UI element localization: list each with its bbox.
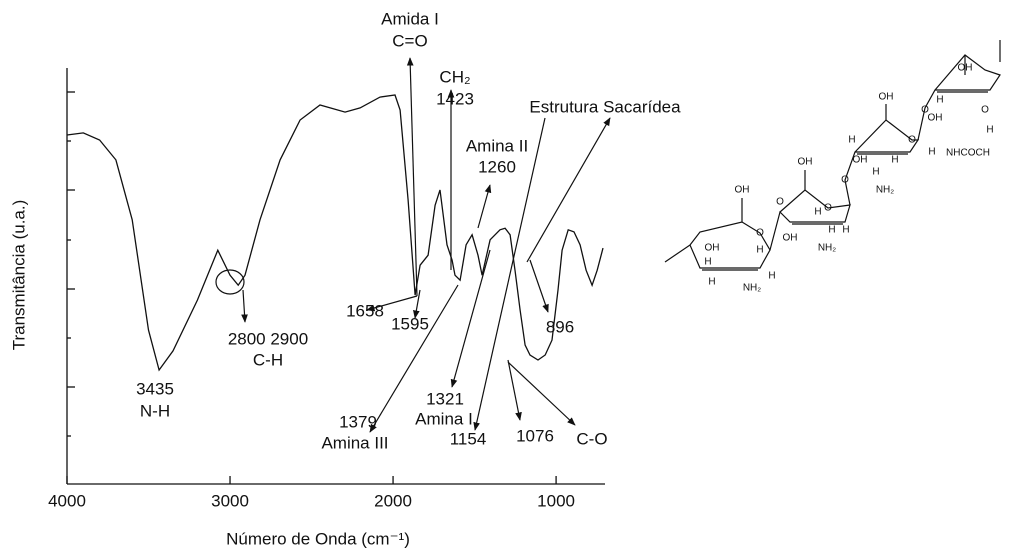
x-axis-label: Número de Onda (cm⁻¹) [226, 529, 410, 548]
structure-label: H [842, 225, 849, 236]
structure-label: OH [928, 113, 943, 124]
annotation: Amina III [321, 433, 388, 452]
annotation: 2800 2900 [228, 329, 308, 348]
annotation: 1154 [450, 429, 487, 448]
structure-label: O [824, 203, 832, 214]
structure-label: H [756, 245, 763, 256]
y-axis-ticks [67, 91, 75, 437]
annotation-arrows [215, 57, 611, 433]
structure-label: O [908, 135, 916, 146]
annotation: 1321 [426, 389, 464, 408]
annotation: 1379 [339, 412, 377, 431]
x-tick-label: 3000 [211, 491, 249, 510]
structure-label: NH₂ [818, 243, 836, 254]
structure-label: O [756, 228, 764, 239]
annotation: CH₂ [439, 67, 470, 86]
annotation: Amida I [381, 9, 439, 28]
x-tick-label: 4000 [48, 491, 86, 510]
structure-label: H [986, 125, 993, 136]
structure-label: H [814, 207, 821, 218]
structure-label: H [704, 257, 711, 268]
structure-label: NHCOCH [946, 148, 990, 159]
annotation: 1260 [478, 157, 516, 176]
annotation: 1076 [516, 426, 554, 445]
structure-label: O [841, 175, 849, 186]
structure-label: NH₂ [743, 283, 761, 294]
structure-label: H [872, 167, 879, 178]
annotation: Amina I [415, 409, 473, 428]
annotation: 1595 [391, 314, 429, 333]
annotation: C=O [392, 31, 427, 50]
structure-label: H [828, 225, 835, 236]
structure-label: OH [705, 243, 720, 254]
structure-label: H [891, 155, 898, 166]
x-tick-label: 1000 [537, 491, 575, 510]
structure-label: H [936, 95, 943, 106]
x-tick-label: 2000 [374, 491, 412, 510]
annotation: C-H [253, 350, 283, 369]
annotation: C-O [576, 429, 607, 448]
structure-label: OH [879, 92, 894, 103]
structure-label: O [921, 105, 929, 116]
annotation: 3435 [136, 379, 174, 398]
structure-bonds [664, 40, 1001, 271]
structure-label: O [981, 105, 989, 116]
y-axis-label: Transmitância (u.a.) [9, 200, 28, 351]
structure-label: OH [853, 155, 868, 166]
axes [66, 68, 605, 485]
structure-label: H [928, 147, 935, 158]
annotation: 1658 [346, 301, 384, 320]
annotation: Estrutura Sacarídea [529, 97, 681, 116]
annotation: 1423 [436, 89, 474, 108]
structure-label: OH [735, 185, 750, 196]
spectrum-line [66, 94, 604, 372]
structure-label: OH [798, 157, 813, 168]
structure-label: H [708, 277, 715, 288]
structure-label: O [776, 197, 784, 208]
annotation: N-H [140, 401, 170, 420]
structure-label: OH [783, 233, 798, 244]
structure-label: H [768, 271, 775, 282]
annotation: 896 [546, 317, 574, 336]
structure-label: OH [958, 63, 973, 74]
annotation: Amina II [466, 136, 528, 155]
structure-label: NH₂ [876, 185, 894, 196]
structure-label: H [848, 135, 855, 146]
